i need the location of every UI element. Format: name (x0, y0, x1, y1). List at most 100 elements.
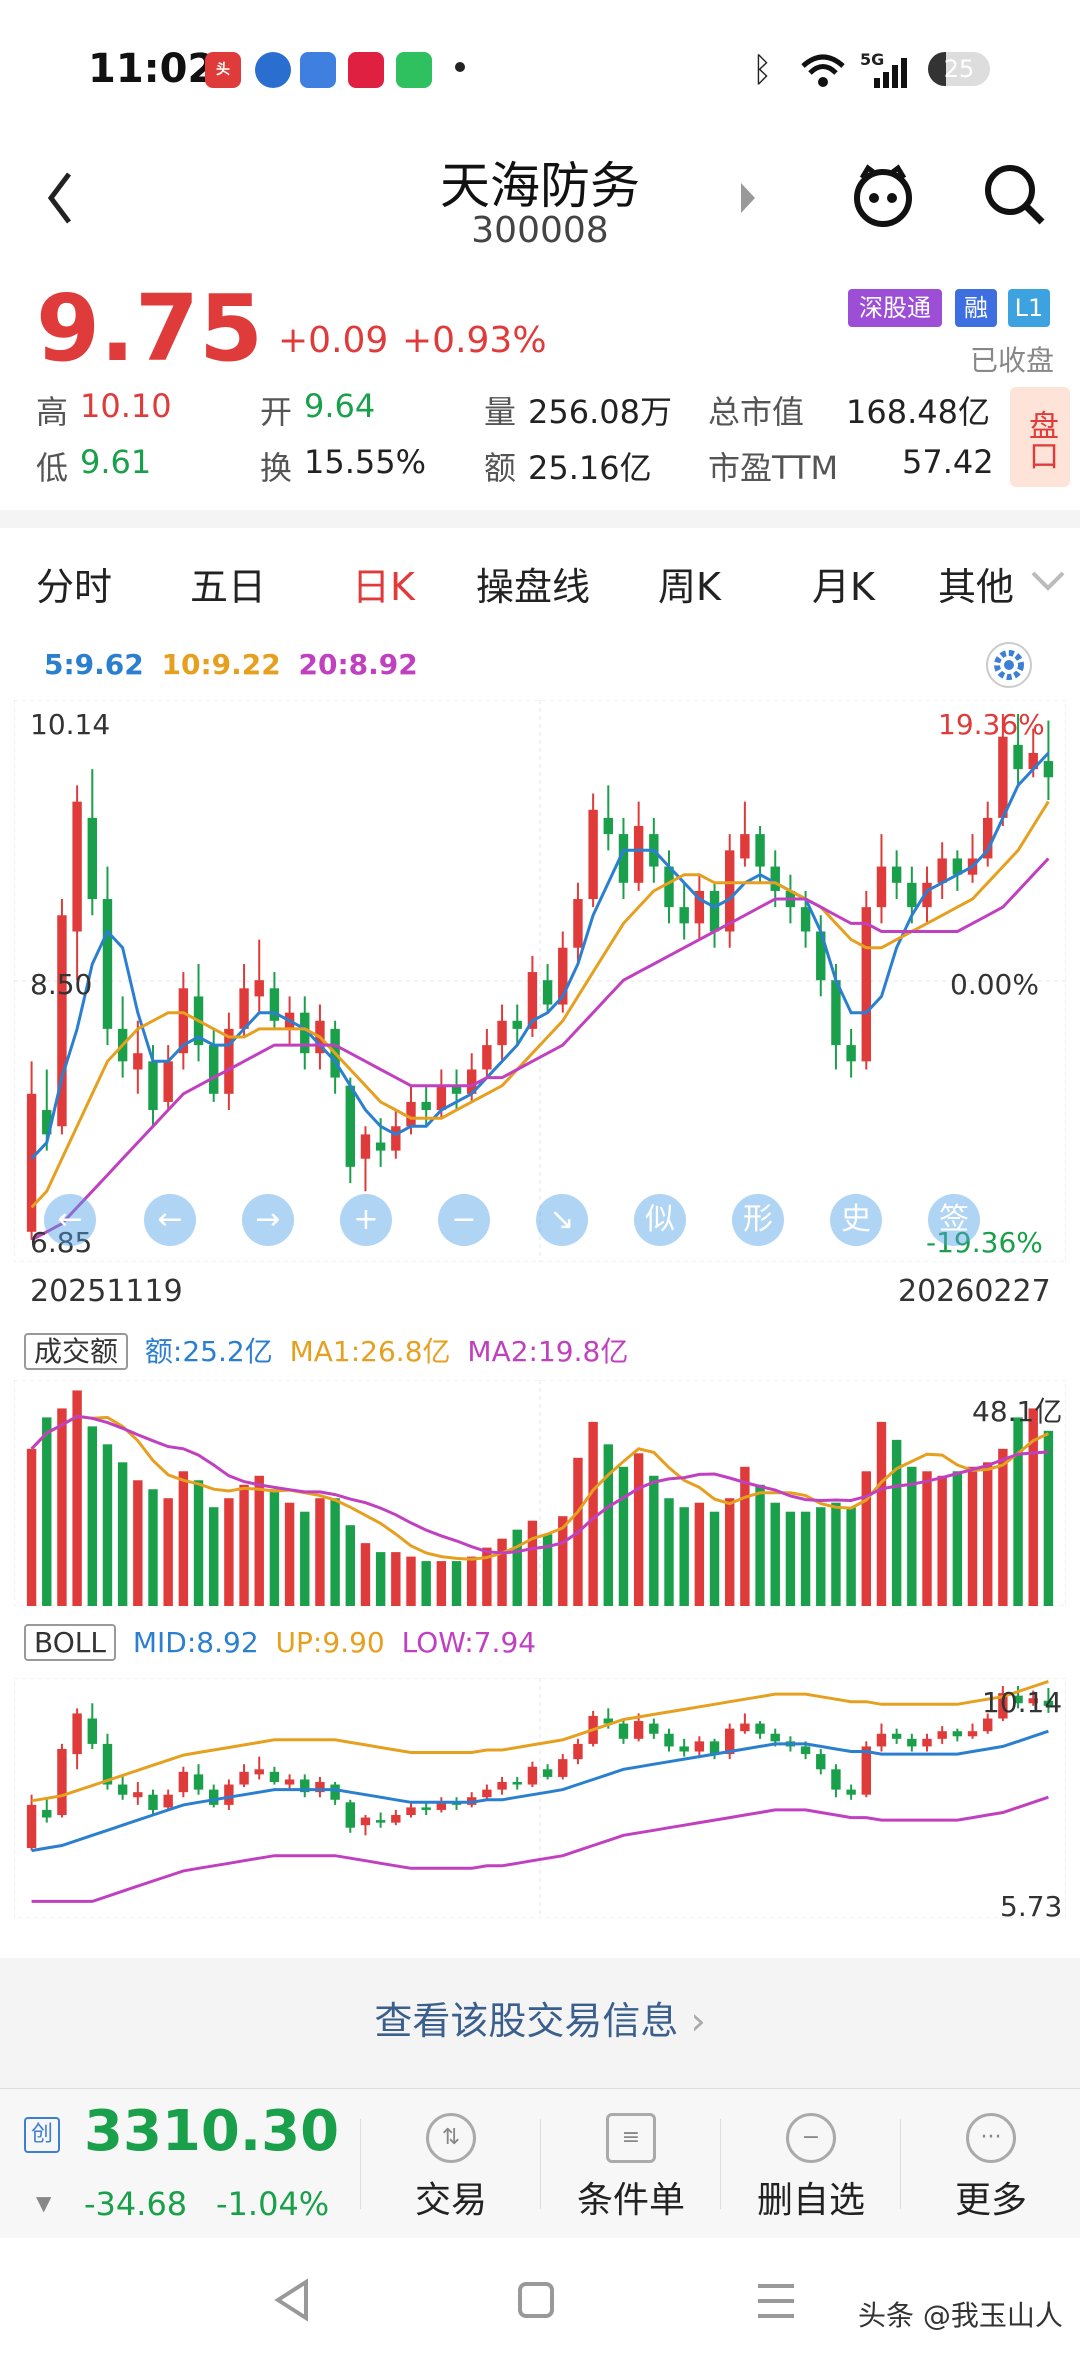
candle (922, 866, 932, 924)
ma10-line (30, 800, 1050, 1209)
volume-label: 量 (484, 393, 517, 431)
scroll-left-arrow-button[interactable]: ← (144, 1194, 196, 1246)
index-change-pct: -1.04% (216, 2185, 330, 2223)
pankou-button[interactable]: 盘口 (1010, 387, 1070, 487)
similar-button[interactable]: 似 (634, 1194, 686, 1246)
pct-axis-mid: 0.00% (950, 968, 1039, 1001)
boll-candle (740, 1713, 750, 1734)
tab-daily-k[interactable]: 日K (352, 565, 415, 609)
volume-bar (345, 1525, 355, 1606)
more-button-label: 更多 (954, 2180, 1027, 2221)
tab-other[interactable]: 其他 (938, 565, 1015, 609)
stock-header: 天海防务 300008 (0, 140, 1080, 275)
index-value[interactable]: 3310.30 (84, 2099, 340, 2164)
scroll-left-button[interactable]: ← (44, 1194, 96, 1246)
volume-bar (482, 1547, 492, 1606)
chart-settings-gear-icon[interactable] (984, 640, 1034, 690)
amount-label: 额 (484, 449, 517, 487)
volume-bar (315, 1498, 325, 1606)
volume-bar (633, 1453, 644, 1606)
volume-ma1-line (30, 1414, 1050, 1561)
boll-panel-title[interactable]: BOLL (24, 1624, 116, 1661)
candle (163, 1045, 173, 1111)
volume-bar (740, 1466, 750, 1606)
volume-panel-title[interactable]: 成交额 (24, 1333, 129, 1370)
volume-bar (26, 1448, 37, 1606)
volume-bar (876, 1421, 887, 1606)
tab-trading-line[interactable]: 操盘线 (476, 565, 591, 609)
candle (512, 1004, 522, 1046)
candle (618, 817, 629, 900)
y-axis-mid: 8.50 (30, 968, 93, 1001)
trade-button[interactable]: ⇅ 交易 (376, 2113, 526, 2223)
message-app-icon (396, 52, 432, 88)
volume-bar (193, 1480, 204, 1606)
next-stock-arrow-icon[interactable] (738, 180, 758, 216)
volume-bar (284, 1502, 295, 1606)
volume-bar (300, 1511, 310, 1606)
boll-candle (360, 1815, 371, 1836)
volume-bar (330, 1498, 340, 1606)
volume-bar (709, 1511, 720, 1606)
boll-candle (694, 1736, 705, 1757)
remove-watchlist-button[interactable]: − 删自选 (736, 2113, 886, 2223)
trade-info-link[interactable]: 查看该股交易信息 › (0, 1990, 1080, 2045)
search-icon[interactable] (982, 162, 1048, 228)
volume-bar (57, 1408, 67, 1606)
boll-candle (649, 1718, 659, 1739)
chevron-down-icon[interactable] (1030, 570, 1066, 592)
boll-low-line (31, 1795, 1049, 1903)
badge-level1: L1 (1008, 289, 1050, 327)
turnover-value: 15.55% (304, 443, 427, 481)
history-button[interactable]: 史 (830, 1194, 882, 1246)
volume-bar (163, 1498, 173, 1606)
volume-bar (148, 1489, 158, 1606)
boll-candle (193, 1764, 204, 1795)
volume-chart[interactable] (14, 1380, 1066, 1606)
nav-back-icon[interactable] (272, 2278, 312, 2322)
status-time: 11:02 (88, 46, 216, 92)
tab-five-day[interactable]: 五日 (190, 565, 267, 609)
robot-assistant-icon[interactable] (848, 160, 918, 230)
bottom-toolbar: 创 3310.30 ▼ -34.68 -1.04% ⇅ 交易 ≡ 条件单 − 删… (0, 2088, 1080, 2239)
stock-app-icon (300, 52, 336, 88)
stock-name: 天海防务 (440, 157, 640, 215)
tab-monthly-k[interactable]: 月K (812, 565, 875, 609)
ma-lines (30, 751, 1050, 1242)
boll-candle (558, 1754, 568, 1780)
nav-home-icon[interactable] (516, 2280, 556, 2320)
zoom-in-button[interactable]: + (340, 1194, 392, 1246)
boll-chart[interactable] (14, 1678, 1066, 1918)
candle (254, 939, 264, 1013)
volume-bar (72, 1390, 82, 1606)
tab-weekly-k[interactable]: 周K (658, 565, 721, 609)
boll-candle (300, 1774, 310, 1798)
volume-bar (421, 1561, 431, 1606)
volume-bar (512, 1529, 522, 1606)
volume-ma2: MA2:19.8亿 (467, 1335, 629, 1368)
volume-bar (694, 1502, 705, 1606)
candle (26, 1061, 37, 1240)
tab-intraday[interactable]: 分时 (36, 565, 113, 609)
more-button[interactable]: ··· 更多 (916, 2113, 1066, 2223)
scroll-right-button[interactable]: → (242, 1194, 294, 1246)
boll-candle (709, 1738, 720, 1760)
candle (952, 850, 963, 891)
wifi-icon (801, 54, 845, 87)
candlestick-chart[interactable] (14, 700, 1066, 1262)
market-status: 已收盘 (970, 344, 1055, 377)
index-change: -34.68 (84, 2185, 188, 2223)
boll-candle (482, 1784, 492, 1800)
sign-button[interactable]: 签 (928, 1194, 980, 1246)
volume-bar (133, 1480, 143, 1606)
zoom-out-button[interactable]: − (438, 1194, 490, 1246)
candle (846, 1028, 856, 1078)
nav-menu-icon[interactable] (756, 2282, 796, 2320)
candle (983, 801, 993, 867)
back-arrow-icon[interactable] (45, 170, 75, 226)
pattern-button[interactable]: 形 (732, 1194, 784, 1246)
fullscreen-button[interactable]: ↘ (536, 1194, 588, 1246)
boll-candle (664, 1728, 674, 1752)
condition-order-button[interactable]: ≡ 条件单 (556, 2113, 706, 2223)
volume-ma1: MA1:26.8亿 (289, 1335, 451, 1368)
